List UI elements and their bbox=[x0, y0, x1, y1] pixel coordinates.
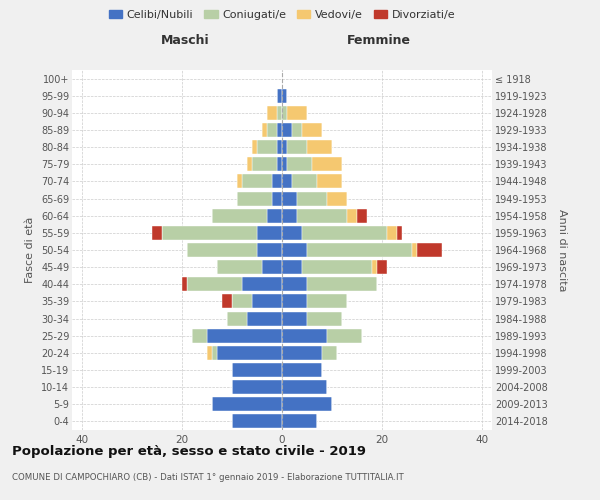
Bar bbox=[347, 208, 357, 222]
Bar bbox=[327, 328, 362, 342]
Y-axis label: Anni di nascita: Anni di nascita bbox=[557, 209, 567, 291]
Text: Popolazione per età, sesso e stato civile - 2019: Popolazione per età, sesso e stato civil… bbox=[12, 445, 366, 458]
Bar bbox=[282, 328, 327, 342]
Bar bbox=[327, 192, 347, 205]
Bar bbox=[227, 312, 247, 326]
Bar bbox=[232, 380, 282, 394]
Bar bbox=[417, 243, 442, 257]
Bar bbox=[162, 226, 257, 240]
Bar bbox=[217, 260, 262, 274]
Bar bbox=[282, 380, 327, 394]
Bar bbox=[277, 123, 282, 137]
Bar bbox=[372, 260, 377, 274]
Bar bbox=[282, 278, 307, 291]
Bar bbox=[282, 208, 297, 222]
Bar bbox=[232, 363, 282, 377]
Bar bbox=[307, 278, 377, 291]
Bar bbox=[237, 174, 242, 188]
Bar bbox=[262, 123, 267, 137]
Legend: Celibi/Nubili, Coniugati/e, Vedovi/e, Divorziati/e: Celibi/Nubili, Coniugati/e, Vedovi/e, Di… bbox=[104, 6, 460, 25]
Bar bbox=[247, 312, 282, 326]
Bar bbox=[232, 294, 252, 308]
Bar bbox=[282, 363, 322, 377]
Bar bbox=[192, 328, 207, 342]
Bar bbox=[272, 174, 282, 188]
Bar bbox=[237, 192, 272, 205]
Bar bbox=[207, 346, 212, 360]
Bar bbox=[307, 243, 412, 257]
Text: Maschi: Maschi bbox=[161, 34, 210, 48]
Bar bbox=[267, 208, 282, 222]
Bar bbox=[272, 192, 282, 205]
Bar bbox=[282, 398, 332, 411]
Bar bbox=[222, 294, 232, 308]
Bar bbox=[282, 226, 302, 240]
Bar bbox=[317, 174, 342, 188]
Bar bbox=[307, 140, 332, 154]
Bar bbox=[292, 174, 317, 188]
Bar bbox=[307, 312, 342, 326]
Bar bbox=[277, 158, 282, 172]
Bar bbox=[267, 123, 277, 137]
Bar bbox=[397, 226, 402, 240]
Bar bbox=[242, 278, 282, 291]
Text: Femmine: Femmine bbox=[347, 34, 410, 48]
Bar bbox=[297, 192, 327, 205]
Bar bbox=[212, 398, 282, 411]
Bar bbox=[302, 123, 322, 137]
Bar bbox=[282, 294, 307, 308]
Bar bbox=[282, 88, 287, 102]
Bar bbox=[282, 192, 297, 205]
Bar bbox=[207, 328, 282, 342]
Bar bbox=[282, 140, 287, 154]
Bar bbox=[242, 174, 272, 188]
Bar bbox=[217, 346, 282, 360]
Bar bbox=[282, 312, 307, 326]
Bar bbox=[252, 158, 277, 172]
Bar bbox=[302, 260, 372, 274]
Bar bbox=[282, 346, 322, 360]
Text: COMUNE DI CAMPOCHIARO (CB) - Dati ISTAT 1° gennaio 2019 - Elaborazione TUTTITALI: COMUNE DI CAMPOCHIARO (CB) - Dati ISTAT … bbox=[12, 472, 404, 482]
Bar bbox=[287, 158, 312, 172]
Bar bbox=[257, 226, 282, 240]
Bar bbox=[247, 158, 252, 172]
Bar bbox=[277, 88, 282, 102]
Bar bbox=[262, 260, 282, 274]
Bar bbox=[292, 123, 302, 137]
Bar bbox=[357, 208, 367, 222]
Bar bbox=[232, 414, 282, 428]
Bar bbox=[412, 243, 417, 257]
Bar bbox=[252, 140, 257, 154]
Bar bbox=[302, 226, 387, 240]
Bar bbox=[282, 106, 287, 120]
Bar bbox=[212, 208, 267, 222]
Bar bbox=[182, 278, 187, 291]
Bar bbox=[257, 140, 277, 154]
Bar bbox=[282, 123, 292, 137]
Bar bbox=[257, 243, 282, 257]
Bar bbox=[267, 106, 277, 120]
Bar bbox=[287, 140, 307, 154]
Bar bbox=[287, 106, 307, 120]
Bar bbox=[152, 226, 162, 240]
Bar bbox=[307, 294, 347, 308]
Bar bbox=[282, 158, 287, 172]
Bar bbox=[282, 243, 307, 257]
Bar bbox=[212, 346, 217, 360]
Bar bbox=[387, 226, 397, 240]
Bar bbox=[277, 140, 282, 154]
Bar bbox=[282, 414, 317, 428]
Bar bbox=[252, 294, 282, 308]
Bar bbox=[187, 243, 257, 257]
Y-axis label: Fasce di età: Fasce di età bbox=[25, 217, 35, 283]
Bar bbox=[377, 260, 387, 274]
Bar bbox=[282, 260, 302, 274]
Bar bbox=[297, 208, 347, 222]
Bar bbox=[277, 106, 282, 120]
Bar bbox=[312, 158, 342, 172]
Bar bbox=[282, 174, 292, 188]
Bar bbox=[187, 278, 242, 291]
Bar bbox=[322, 346, 337, 360]
